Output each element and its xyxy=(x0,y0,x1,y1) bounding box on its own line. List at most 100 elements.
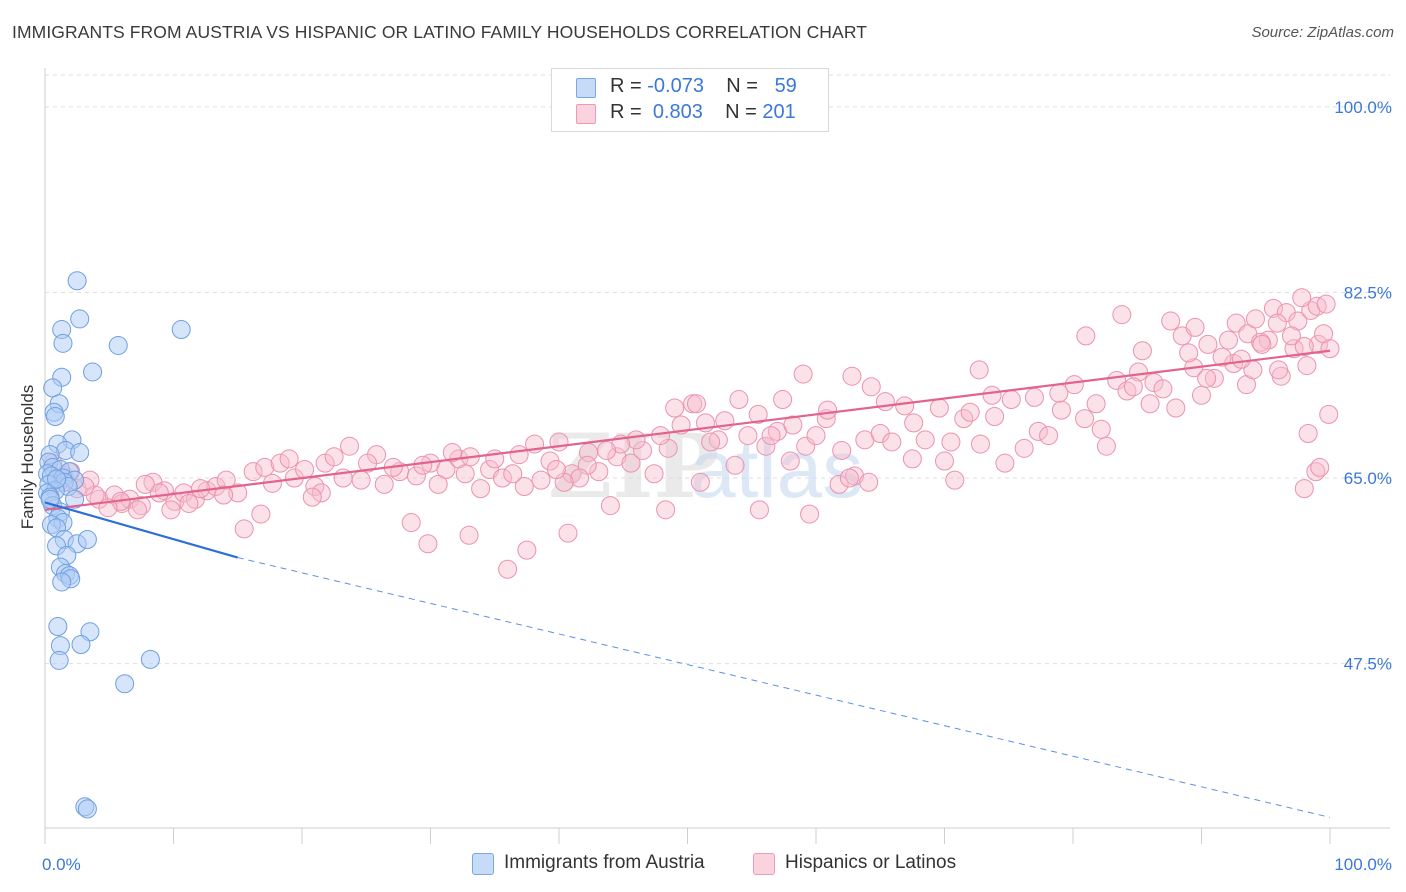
hispanic-point xyxy=(459,525,479,545)
austria-point xyxy=(140,649,160,669)
hispanic-point xyxy=(1269,360,1289,380)
hispanic-point xyxy=(1153,379,1173,399)
hispanic-point xyxy=(1197,368,1217,388)
hispanic-point xyxy=(214,485,234,505)
hispanic-point xyxy=(1112,305,1132,325)
hispanic-point xyxy=(1316,294,1336,314)
hispanic-point xyxy=(633,440,653,460)
hispanic-point xyxy=(492,468,512,488)
hispanic-point xyxy=(1212,347,1232,367)
austria-point xyxy=(47,469,67,489)
hispanic-point xyxy=(829,474,849,494)
hispanic-point xyxy=(374,474,394,494)
hispanic-point xyxy=(995,453,1015,473)
hispanic-point xyxy=(1198,334,1218,354)
austria-point xyxy=(115,674,135,694)
hispanic-point xyxy=(190,479,210,499)
hispanic-point xyxy=(179,493,199,513)
legend-r-value: 0.803 xyxy=(652,101,703,123)
bottom-legend-label: Hispanics or Latinos xyxy=(785,852,957,873)
hispanic-point xyxy=(413,455,433,475)
hispanic-point xyxy=(806,426,826,446)
hispanic-point xyxy=(1091,419,1111,439)
hispanic-point xyxy=(509,445,529,465)
hispanic-point xyxy=(1001,390,1021,410)
hispanic-point xyxy=(895,396,915,416)
hispanic-point xyxy=(549,432,569,452)
austria-point xyxy=(43,378,63,398)
trend-lines xyxy=(44,349,1331,818)
hispanic-point xyxy=(546,460,566,480)
hispanic-point xyxy=(982,385,1002,405)
hispanic-points xyxy=(43,288,1340,579)
legend-n-label: N = xyxy=(725,101,757,123)
hispanic-point xyxy=(1204,368,1224,388)
hispanic-point xyxy=(1231,349,1251,369)
hispanic-point xyxy=(1166,398,1186,418)
hispanic-point xyxy=(832,440,852,460)
hispanic-point xyxy=(503,464,523,484)
y-tick-label: 47.5% xyxy=(1344,655,1392,674)
hispanic-point xyxy=(621,453,641,473)
hispanic-point xyxy=(796,436,816,456)
hispanic-point xyxy=(729,390,749,410)
hispanic-point xyxy=(589,462,609,482)
hispanic-point xyxy=(756,436,776,456)
hispanic-point xyxy=(1298,423,1318,443)
watermark: ZIP atlas xyxy=(548,414,863,518)
hispanic-point xyxy=(1310,457,1330,477)
hispanic-point xyxy=(401,513,421,533)
hispanic-point xyxy=(818,400,838,420)
hispanic-point xyxy=(234,519,254,539)
austria-point xyxy=(49,650,69,670)
hispanic-point xyxy=(780,451,800,471)
hispanic-trend-line xyxy=(44,349,1331,511)
axis-labels: 47.5% 65.0% 82.5% 100.0% 0.0% 100.0% Family Ho… xyxy=(18,98,1392,874)
hispanic-point xyxy=(1161,311,1181,331)
hispanic-point xyxy=(842,366,862,386)
hispanic-point xyxy=(738,426,758,446)
legend-n-label: N = xyxy=(726,75,758,97)
hispanic-point xyxy=(1218,330,1238,350)
legend-n-value: 59 xyxy=(774,75,797,97)
hispanic-point xyxy=(216,470,236,490)
y-axis-label: Family Households xyxy=(18,385,37,530)
hispanic-point xyxy=(985,407,1005,427)
hispanic-point xyxy=(1179,343,1199,363)
hispanic-point xyxy=(1096,436,1116,456)
hispanic-point xyxy=(773,390,793,410)
hispanic-point xyxy=(941,432,961,452)
hispanic-point xyxy=(251,504,271,524)
hispanic-point xyxy=(1086,394,1106,414)
austria-point xyxy=(45,407,65,427)
hispanic-point xyxy=(749,500,769,520)
austria-point xyxy=(65,489,85,509)
austria-point xyxy=(71,635,91,655)
hispanic-point xyxy=(902,449,922,469)
legend-row-austria: R = -0.073 N = 59 xyxy=(576,75,797,99)
hispanic-point xyxy=(270,453,290,473)
hispanic-point xyxy=(558,523,578,543)
hispanic-point xyxy=(607,447,627,467)
x-tick-label: 0.0% xyxy=(42,855,81,874)
hispanic-point xyxy=(1039,426,1059,446)
hispanic-point xyxy=(1075,409,1095,429)
hispanic-point xyxy=(945,470,965,490)
chart-title: IMMIGRANTS FROM AUSTRIA VS HISPANIC OR L… xyxy=(12,22,868,42)
hispanic-point xyxy=(1028,421,1048,441)
hispanic-point xyxy=(725,455,745,475)
austria-trend-line xyxy=(44,501,239,559)
hispanic-point xyxy=(800,504,820,524)
hispanic-point xyxy=(161,500,181,520)
hispanic-point xyxy=(1297,356,1317,376)
hispanic-point xyxy=(875,392,895,412)
y-tick-label: 82.5% xyxy=(1344,283,1392,302)
hispanic-point xyxy=(970,434,990,454)
hispanic-point xyxy=(1319,404,1339,424)
hispanic-point xyxy=(793,364,813,384)
hispanic-point xyxy=(656,500,676,520)
austria-point xyxy=(53,333,73,353)
hispanic-point xyxy=(1076,326,1096,346)
hispanic-point xyxy=(1320,339,1340,359)
